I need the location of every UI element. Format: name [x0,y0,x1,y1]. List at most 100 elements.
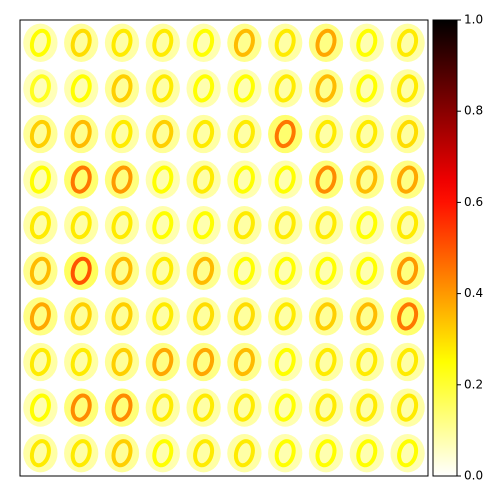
digit-stroke [111,74,133,103]
digit-stroke [315,439,337,468]
digit-stroke [29,439,51,468]
digit-stroke [233,211,255,240]
digit-stroke [397,74,419,103]
digit-stroke [152,302,174,331]
digit-stroke [111,347,133,377]
digit-stroke [29,256,51,285]
digit-stroke [233,28,255,57]
digit-stroke [356,119,378,149]
colorbar-tick-label: 0.6 [464,195,483,209]
digit-stroke [193,393,215,422]
digit-stroke [397,28,419,57]
colorbar-tick-label: 0.2 [464,377,483,391]
digit-stroke [397,347,419,377]
digit-stroke [397,211,419,240]
digit-stroke [193,302,215,331]
digit-stroke [193,119,215,149]
digit-stroke [111,165,133,194]
digit-stroke [152,211,174,240]
colorbar-tick-label: 0.8 [464,104,483,118]
digit-stroke [70,74,92,103]
digit-stroke [111,393,133,422]
digit-stroke [70,393,92,422]
digit-stroke [152,439,174,468]
digit-stroke [111,439,133,468]
colorbar-tick-label: 0.0 [464,469,483,483]
digit-stroke [70,256,92,285]
digit-stroke [274,256,296,285]
digit-stroke [397,439,419,468]
digit-stroke [274,439,296,468]
digit-stroke [315,165,337,194]
digit-stroke [193,74,215,103]
digit-stroke [233,119,255,149]
digit-stroke [356,74,378,103]
digit-stroke [29,74,51,103]
digit-stroke [274,74,296,103]
digit-stroke [152,74,174,103]
digit-stroke [29,347,51,377]
colorbar [432,19,458,477]
digit-stroke [111,211,133,240]
digit-stroke [233,439,255,468]
digit-stroke [193,165,215,194]
digit-stroke [356,165,378,194]
digit-stroke [193,347,215,377]
digit-stroke [356,256,378,285]
digit-stroke [233,347,255,377]
digit-stroke [29,119,51,149]
digit-stroke [70,28,92,57]
digit-stroke [29,302,51,331]
digit-stroke [111,119,133,149]
digit-stroke [111,302,133,331]
digit-stroke [274,119,296,149]
digit-stroke [315,393,337,422]
digit-stroke [356,211,378,240]
digit-stroke [152,119,174,149]
plot-frame [19,19,429,477]
digit-stroke [274,211,296,240]
digit-stroke [193,439,215,468]
digit-stroke [315,74,337,103]
digit-stroke [70,165,92,194]
colorbar-tick-label: 0.4 [464,286,483,300]
digit-stroke [233,74,255,103]
digit-stroke [70,302,92,331]
digit-stroke [111,28,133,57]
digit-stroke [29,28,51,57]
digit-stroke [315,211,337,240]
digit-stroke [397,165,419,194]
digit-stroke [397,119,419,149]
digit-stroke [315,302,337,331]
digit-stroke [152,165,174,194]
digit-stroke [315,256,337,285]
digit-stroke [356,439,378,468]
digit-stroke [152,28,174,57]
digit-stroke [233,256,255,285]
digit-stroke [397,302,419,331]
digit-stroke [233,302,255,331]
digit-stroke [315,28,337,57]
digit-stroke [356,28,378,57]
digit-stroke [152,256,174,285]
digit-stroke [274,302,296,331]
digit-stroke [111,256,133,285]
digit-stroke [70,439,92,468]
colorbar-tick-label: 1.0 [464,13,483,27]
digit-stroke [233,393,255,422]
digit-stroke [70,211,92,240]
digit-stroke [233,165,255,194]
digit-stroke [70,347,92,377]
digit-stroke [193,256,215,285]
digit-stroke [274,165,296,194]
digit-stroke [356,302,378,331]
digit-stroke [29,393,51,422]
digit-stroke [397,393,419,422]
digit-stroke [152,393,174,422]
digit-stroke [356,347,378,377]
digit-stroke [397,256,419,285]
digit-stroke [315,347,337,377]
digit-stroke [274,28,296,57]
digit-stroke [356,393,378,422]
